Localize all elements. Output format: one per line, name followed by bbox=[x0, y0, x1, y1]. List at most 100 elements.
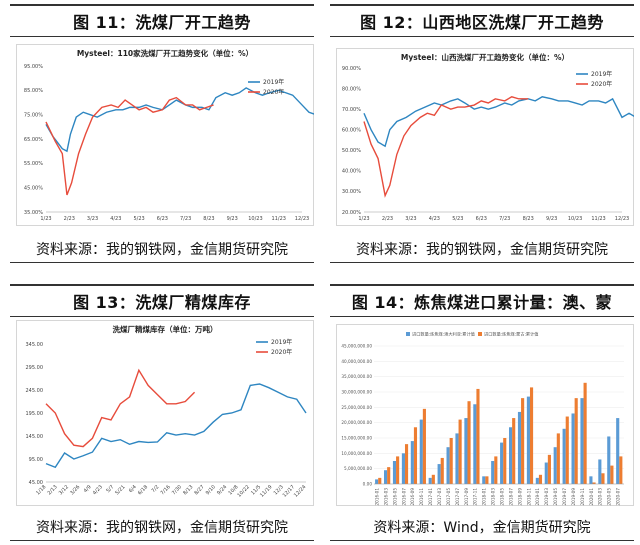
chart-coking-coal-imports: 0.00 5,000,000.00 10,000,000.00 15,000,000.… bbox=[336, 324, 634, 506]
bar-mongolia bbox=[431, 474, 435, 484]
y-tick-label: 345.00 bbox=[26, 342, 44, 348]
x-tick-label: 10/23 bbox=[568, 216, 582, 222]
x-tick-label: 11/23 bbox=[272, 216, 286, 222]
x-tick-label: 2020-03 bbox=[598, 488, 603, 506]
y-tick-label: 10,000,000.00 bbox=[341, 451, 372, 456]
bar-australia bbox=[535, 477, 539, 484]
chart-frame bbox=[16, 320, 314, 506]
chart-shanxi-washery-operating-rate: Mysteel：山西洗煤厂开工趋势变化（单位：%） 20.00% 30.00% 40.… bbox=[336, 48, 634, 226]
y-tick-label: 0.00 bbox=[363, 482, 373, 487]
y-tick-label: 295.00 bbox=[26, 365, 44, 371]
bar-australia bbox=[473, 404, 477, 484]
y-tick-label: 25,000,000.00 bbox=[341, 405, 372, 410]
bar-australia bbox=[491, 461, 495, 484]
y-tick-label: 70.00% bbox=[342, 107, 361, 113]
bar-mongolia bbox=[449, 438, 453, 484]
bar-australia bbox=[437, 464, 441, 484]
y-tick-label: 95.00 bbox=[29, 457, 43, 463]
x-tick-label: 2020-05 bbox=[607, 488, 612, 506]
x-tick-label: 5/7 bbox=[105, 484, 115, 494]
y-tick-label: 145.00 bbox=[26, 434, 44, 440]
x-tick-label: 2016-05 bbox=[392, 488, 397, 506]
x-tick-label: 2018-09 bbox=[517, 488, 522, 506]
y-tick-label: 65.00% bbox=[24, 137, 43, 143]
x-tick-label: 2016-09 bbox=[410, 488, 415, 506]
source-text: 资料来源：我的钢铁网，金信期货研究院 bbox=[36, 520, 288, 536]
x-tick-label: 2016-11 bbox=[419, 488, 424, 506]
source-row: 资料来源：Wind，金信期货研究院 bbox=[330, 514, 634, 541]
x-tick-label: 8/23 bbox=[523, 216, 534, 222]
x-tick-label: 2017-03 bbox=[437, 488, 442, 506]
bar-australia bbox=[455, 433, 459, 484]
y-tick-label: 85.00% bbox=[24, 88, 43, 94]
y-tick-label: 75.00% bbox=[24, 112, 43, 118]
source-text: 资料来源：我的钢铁网，金信期货研究院 bbox=[36, 242, 288, 258]
figure-title-row: 图 13：洗煤厂精煤库存 bbox=[10, 284, 314, 317]
chart-title: Mysteel：110家洗煤厂开工趋势变化（单位：%） bbox=[77, 48, 253, 58]
x-tick-label: 2017-11 bbox=[473, 488, 478, 506]
x-tick-label: 4/23 bbox=[429, 216, 440, 222]
x-tick-label: 2018-07 bbox=[508, 488, 513, 506]
x-tick-label: 1/23 bbox=[358, 216, 369, 222]
figure-title: 图 12：山西地区洗煤厂开工趋势 bbox=[360, 13, 604, 32]
bar-australia bbox=[580, 398, 584, 484]
y-tick-label: 15,000,000.00 bbox=[341, 436, 372, 441]
y-tick-label: 20,000,000.00 bbox=[341, 420, 372, 425]
figure-13: 图 13：洗煤厂精煤库存 洗煤厂精煤库存（单位：万吨） 45.00 95.00 145… bbox=[0, 284, 320, 542]
figure-title-row: 图 12：山西地区洗煤厂开工趋势 bbox=[330, 4, 634, 37]
x-tick-label: 2016-03 bbox=[383, 488, 388, 506]
x-tick-label: 2/23 bbox=[382, 216, 393, 222]
x-tick-label: 9/23 bbox=[546, 216, 557, 222]
bar-australia bbox=[401, 453, 405, 484]
x-tick-label: 10/23 bbox=[248, 216, 262, 222]
chart-frame bbox=[336, 48, 634, 226]
figure-12: 图 12：山西地区洗煤厂开工趋势 Mysteel：山西洗煤厂开工趋势变化（单位：… bbox=[320, 4, 640, 266]
bar-mongolia bbox=[413, 427, 418, 484]
y-tick-label: 90.00% bbox=[342, 66, 361, 72]
bar-australia bbox=[526, 396, 530, 484]
y-tick-label: 40.00% bbox=[342, 169, 361, 175]
x-tick-label: 2016-01 bbox=[374, 488, 379, 506]
x-tick-label: 2019-09 bbox=[571, 488, 576, 506]
bar-mongolia bbox=[610, 465, 614, 484]
y-tick-label: 35,000,000.00 bbox=[341, 374, 372, 379]
x-tick-label: 2019-07 bbox=[562, 488, 567, 506]
x-tick-label: 7/23 bbox=[499, 216, 510, 222]
legend-label: 进口数量:炼焦煤:澳大利亚:累计值 bbox=[412, 331, 475, 338]
x-tick-label: 2017-07 bbox=[455, 488, 460, 506]
x-tick-label: 3/23 bbox=[405, 216, 416, 222]
bar-australia bbox=[616, 418, 620, 484]
bar-mongolia bbox=[503, 438, 507, 484]
bar-mongolia bbox=[422, 408, 426, 484]
bar-australia bbox=[500, 442, 504, 484]
bar-mongolia bbox=[601, 473, 605, 484]
series-line-2019 bbox=[363, 96, 634, 148]
y-tick-label: 45.00 bbox=[29, 480, 43, 486]
x-tick-label: 3/23 bbox=[87, 216, 98, 222]
legend-label: 2019年 bbox=[271, 338, 292, 346]
x-tick-label: 12/23 bbox=[295, 216, 309, 222]
x-tick-label: 2/23 bbox=[64, 216, 75, 222]
y-tick-label: 20.00% bbox=[342, 210, 361, 216]
bar-australia bbox=[598, 459, 602, 484]
bar-mongolia bbox=[574, 398, 578, 484]
x-tick-label: 7/2 bbox=[151, 484, 161, 494]
bar-australia bbox=[509, 427, 513, 484]
series-line-2020 bbox=[45, 368, 196, 448]
y-tick-label: 45,000,000.00 bbox=[341, 344, 372, 349]
y-tick-label: 80.00% bbox=[342, 86, 361, 92]
bar-mongolia bbox=[378, 477, 382, 484]
y-tick-label: 35.00% bbox=[24, 210, 43, 216]
bar-australia bbox=[375, 479, 379, 484]
legend-swatch bbox=[406, 332, 410, 336]
y-tick-label: 245.00 bbox=[26, 388, 44, 394]
bar-mongolia bbox=[565, 416, 569, 484]
bar-mongolia bbox=[387, 467, 391, 484]
x-tick-label: 2020-07 bbox=[616, 488, 621, 506]
x-tick-label: 2019-01 bbox=[535, 488, 540, 506]
x-tick-label: 11/23 bbox=[591, 216, 605, 222]
y-tick-label: 195.00 bbox=[26, 411, 44, 417]
y-tick-label: 30,000,000.00 bbox=[341, 390, 372, 395]
bar-mongolia bbox=[547, 454, 551, 484]
legend-swatch bbox=[478, 332, 482, 336]
